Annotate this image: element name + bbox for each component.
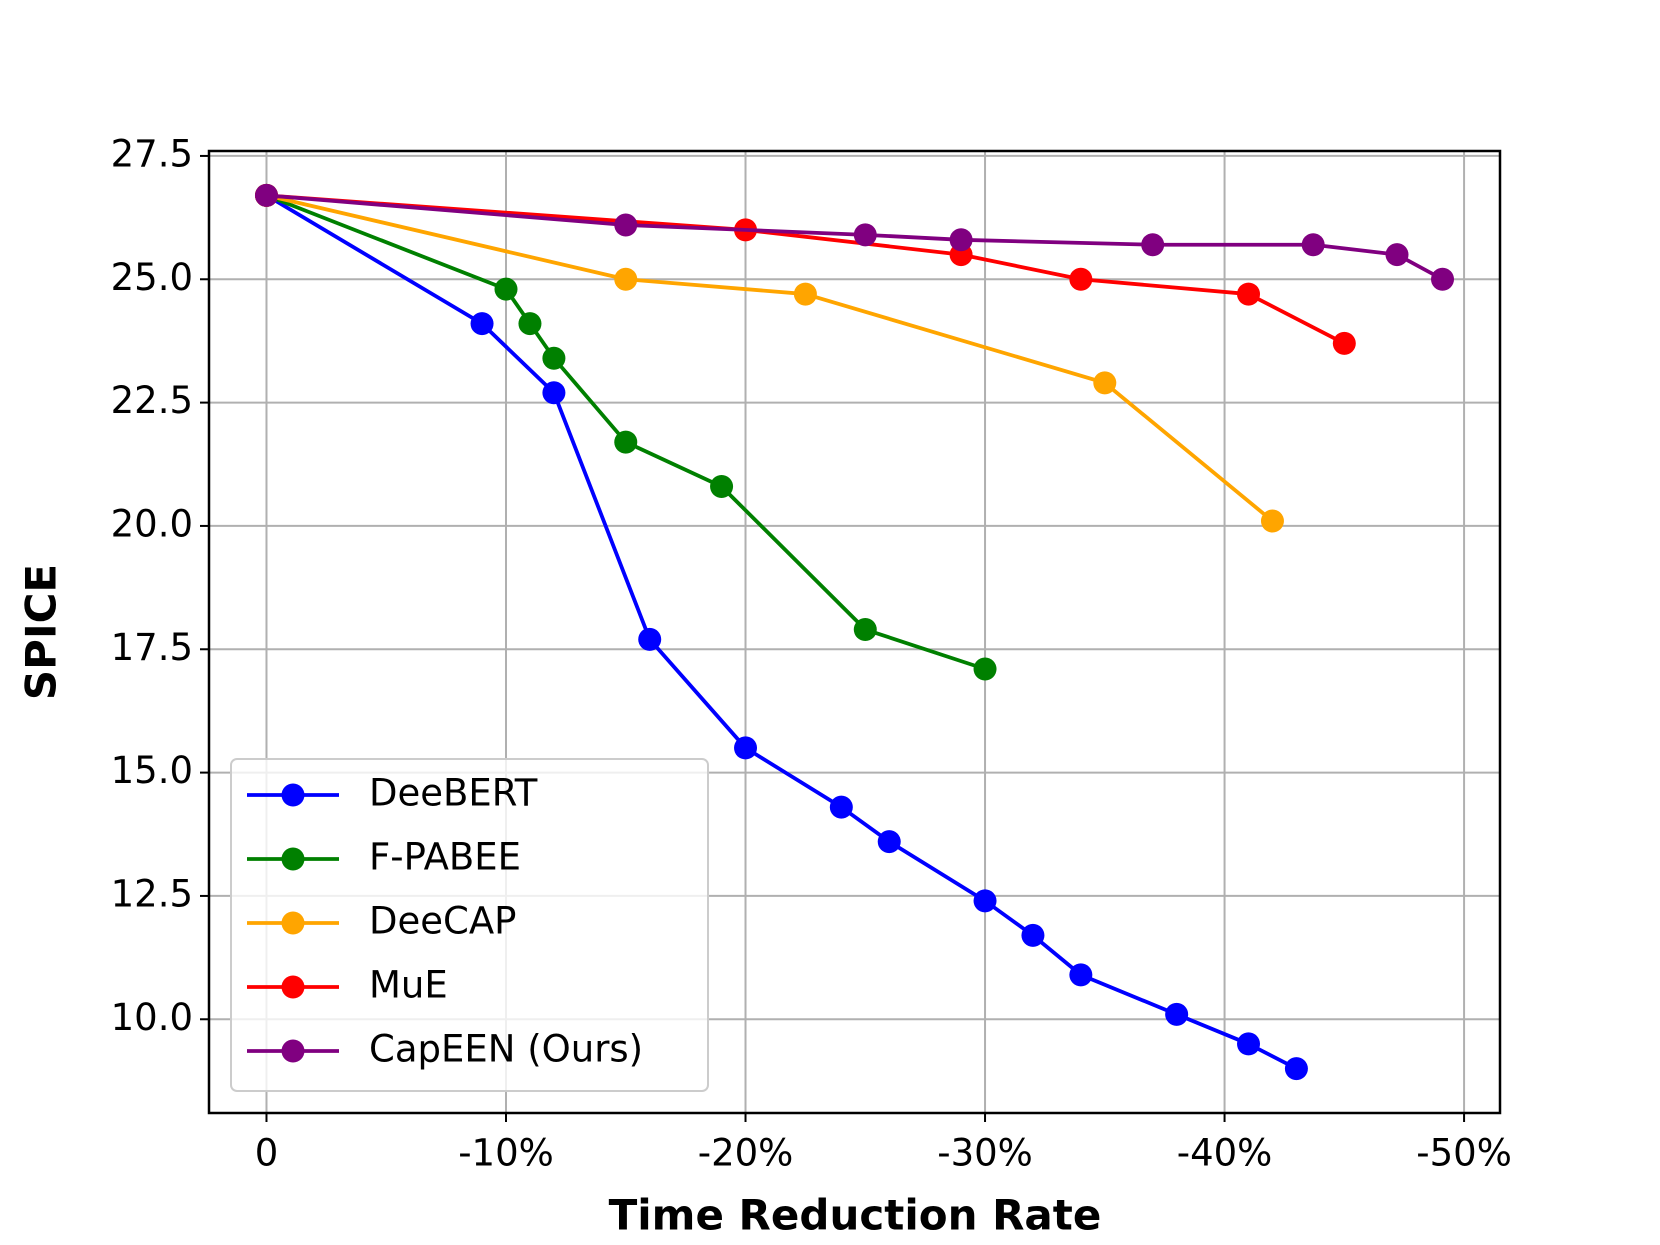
data-point <box>1021 923 1045 947</box>
legend-label: MuE <box>369 964 448 1007</box>
y-tick-label: 22.5 <box>111 379 193 422</box>
data-point <box>853 223 877 247</box>
y-tick-label: 25.0 <box>111 256 193 299</box>
y-tick-label: 10.0 <box>111 996 193 1039</box>
data-point <box>542 346 566 370</box>
data-point <box>973 657 997 681</box>
legend-label: DeeCAP <box>369 900 516 943</box>
data-point <box>614 267 638 291</box>
data-point <box>1260 509 1284 533</box>
legend-marker <box>281 975 305 999</box>
legend-label: DeeBERT <box>369 772 538 815</box>
data-point <box>1284 1057 1308 1081</box>
series-line <box>266 193 1346 346</box>
data-point <box>614 430 638 454</box>
data-point <box>254 183 278 207</box>
data-point <box>973 889 997 913</box>
x-axis-title: Time Reduction Rate <box>609 1191 1102 1240</box>
legend-label: CapEEN (Ours) <box>369 1028 643 1071</box>
data-point <box>1237 1032 1261 1056</box>
x-tick-label: -40% <box>1177 1132 1273 1175</box>
data-point <box>1069 963 1093 987</box>
legend-box <box>230 758 709 1092</box>
legend-marker <box>281 1039 305 1063</box>
x-tick-label: -20% <box>698 1132 794 1175</box>
data-point <box>949 228 973 252</box>
data-point <box>1093 371 1117 395</box>
x-tick-label: 0 <box>255 1132 279 1175</box>
data-point <box>1237 282 1261 306</box>
y-tick-label: 17.5 <box>111 626 193 669</box>
x-tick-label: -30% <box>937 1132 1033 1175</box>
x-tick-label: -10% <box>458 1132 554 1175</box>
y-tick-label: 12.5 <box>111 872 193 915</box>
data-point <box>1301 233 1325 257</box>
x-tick-label: -50% <box>1416 1132 1512 1175</box>
legend-marker <box>281 847 305 871</box>
plot-frame <box>207 149 1502 1115</box>
y-axis-title: SPICE <box>17 564 66 700</box>
data-point <box>1165 1002 1189 1026</box>
data-point <box>1431 267 1455 291</box>
data-point <box>793 282 817 306</box>
y-tick-label: 20.0 <box>111 502 193 545</box>
data-point <box>1332 331 1356 355</box>
data-point <box>829 795 853 819</box>
data-point <box>1385 243 1409 267</box>
data-point <box>853 618 877 642</box>
data-point <box>638 627 662 651</box>
data-point <box>470 312 494 336</box>
y-tick-label: 27.5 <box>111 132 193 175</box>
y-tick-label: 15.0 <box>111 749 193 792</box>
data-point <box>877 830 901 854</box>
series-line <box>266 193 1444 281</box>
legend-label: F-PABEE <box>369 836 521 879</box>
data-point <box>494 277 518 301</box>
data-point <box>518 312 542 336</box>
data-point <box>542 381 566 405</box>
data-point <box>734 736 758 760</box>
legend: DeeBERT F-PABEE DeeCAP MuE CapEEN (Ours) <box>230 758 709 1092</box>
data-point <box>614 213 638 237</box>
legend-marker <box>281 783 305 807</box>
data-point <box>1141 233 1165 257</box>
data-point <box>710 474 734 498</box>
data-point <box>1069 267 1093 291</box>
legend-marker <box>281 911 305 935</box>
